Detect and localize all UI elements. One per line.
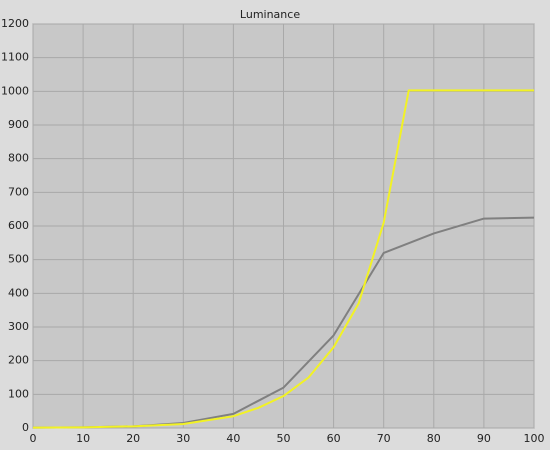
x-tick-label: 10 xyxy=(76,432,90,445)
y-tick-label: 200 xyxy=(8,354,29,367)
x-tick-label: 20 xyxy=(126,432,140,445)
y-tick-label: 300 xyxy=(8,320,29,333)
x-tick-label: 30 xyxy=(176,432,190,445)
y-tick-label: 1200 xyxy=(1,17,29,30)
x-tick-label: 60 xyxy=(327,432,341,445)
x-tick-label: 80 xyxy=(427,432,441,445)
y-tick-label: 100 xyxy=(8,387,29,400)
x-tick-label: 70 xyxy=(377,432,391,445)
y-tick-label: 1100 xyxy=(1,51,29,64)
x-tick-label: 50 xyxy=(277,432,291,445)
x-tick-label: 90 xyxy=(477,432,491,445)
y-tick-label: 0 xyxy=(22,421,29,434)
chart-title: Luminance xyxy=(240,8,300,21)
x-tick-label: 0 xyxy=(30,432,37,445)
y-tick-label: 700 xyxy=(8,185,29,198)
y-tick-label: 900 xyxy=(8,118,29,131)
y-tick-label: 600 xyxy=(8,219,29,232)
x-tick-label: 100 xyxy=(524,432,545,445)
data-line xyxy=(32,89,534,429)
y-tick-label: 800 xyxy=(8,152,29,165)
y-tick-label: 400 xyxy=(8,286,29,299)
x-tick-label: 40 xyxy=(226,432,240,445)
y-tick-label: 1000 xyxy=(1,84,29,97)
y-tick-label: 500 xyxy=(8,253,29,266)
